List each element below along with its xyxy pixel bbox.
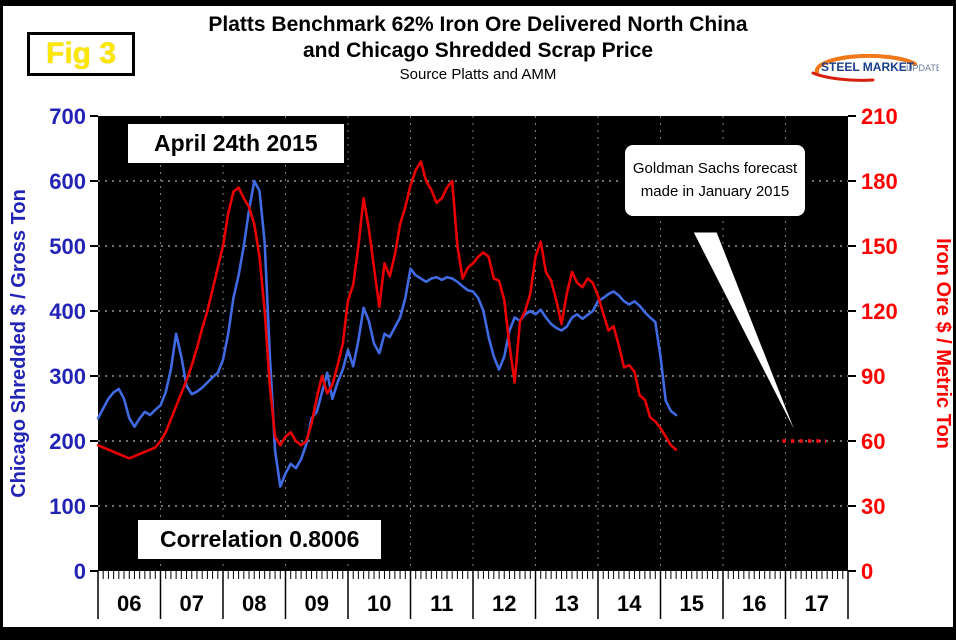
smu-logo-primary-text: STEEL MARKET [821,60,915,74]
svg-text:0: 0 [74,559,86,584]
smu-logo-secondary-text: UPDATE [906,63,939,73]
svg-text:400: 400 [49,299,86,324]
svg-text:90: 90 [861,364,885,389]
svg-text:30: 30 [861,494,885,519]
svg-text:12: 12 [492,591,516,616]
correlation-label: Correlation 0.8006 [136,518,384,561]
figure-number-badge: Fig 3 [27,32,136,76]
svg-text:14: 14 [617,591,642,616]
svg-text:11: 11 [430,591,453,616]
svg-text:300: 300 [49,364,86,389]
svg-text:600: 600 [49,169,86,194]
svg-text:700: 700 [49,104,86,129]
svg-text:17: 17 [805,591,829,616]
svg-text:100: 100 [49,494,86,519]
svg-text:60: 60 [861,429,885,454]
smu-logo-graphic: STEEL MARKET UPDATE [811,53,939,82]
svg-text:16: 16 [742,591,766,616]
svg-text:210: 210 [861,104,898,129]
svg-text:09: 09 [305,591,329,616]
svg-text:150: 150 [861,234,898,259]
svg-text:180: 180 [861,169,898,194]
svg-text:06: 06 [117,591,141,616]
svg-text:10: 10 [367,591,391,616]
svg-text:Iron Ore $ / Metric Ton: Iron Ore $ / Metric Ton [932,238,954,449]
as-of-date-label: April 24th 2015 [126,122,346,165]
svg-text:0: 0 [861,559,873,584]
svg-text:15: 15 [680,591,704,616]
smu-logo: STEEL MARKET UPDATE [803,46,939,84]
svg-text:08: 08 [242,591,266,616]
svg-text:200: 200 [49,429,86,454]
forecast-callout: Goldman Sachs forecast made in January 2… [623,143,807,218]
svg-text:500: 500 [49,234,86,259]
svg-text:07: 07 [180,591,204,616]
svg-text:Chicago Shredded $ / Gross Ton: Chicago Shredded $ / Gross Ton [8,189,30,498]
svg-text:13: 13 [555,591,579,616]
svg-text:120: 120 [861,299,898,324]
